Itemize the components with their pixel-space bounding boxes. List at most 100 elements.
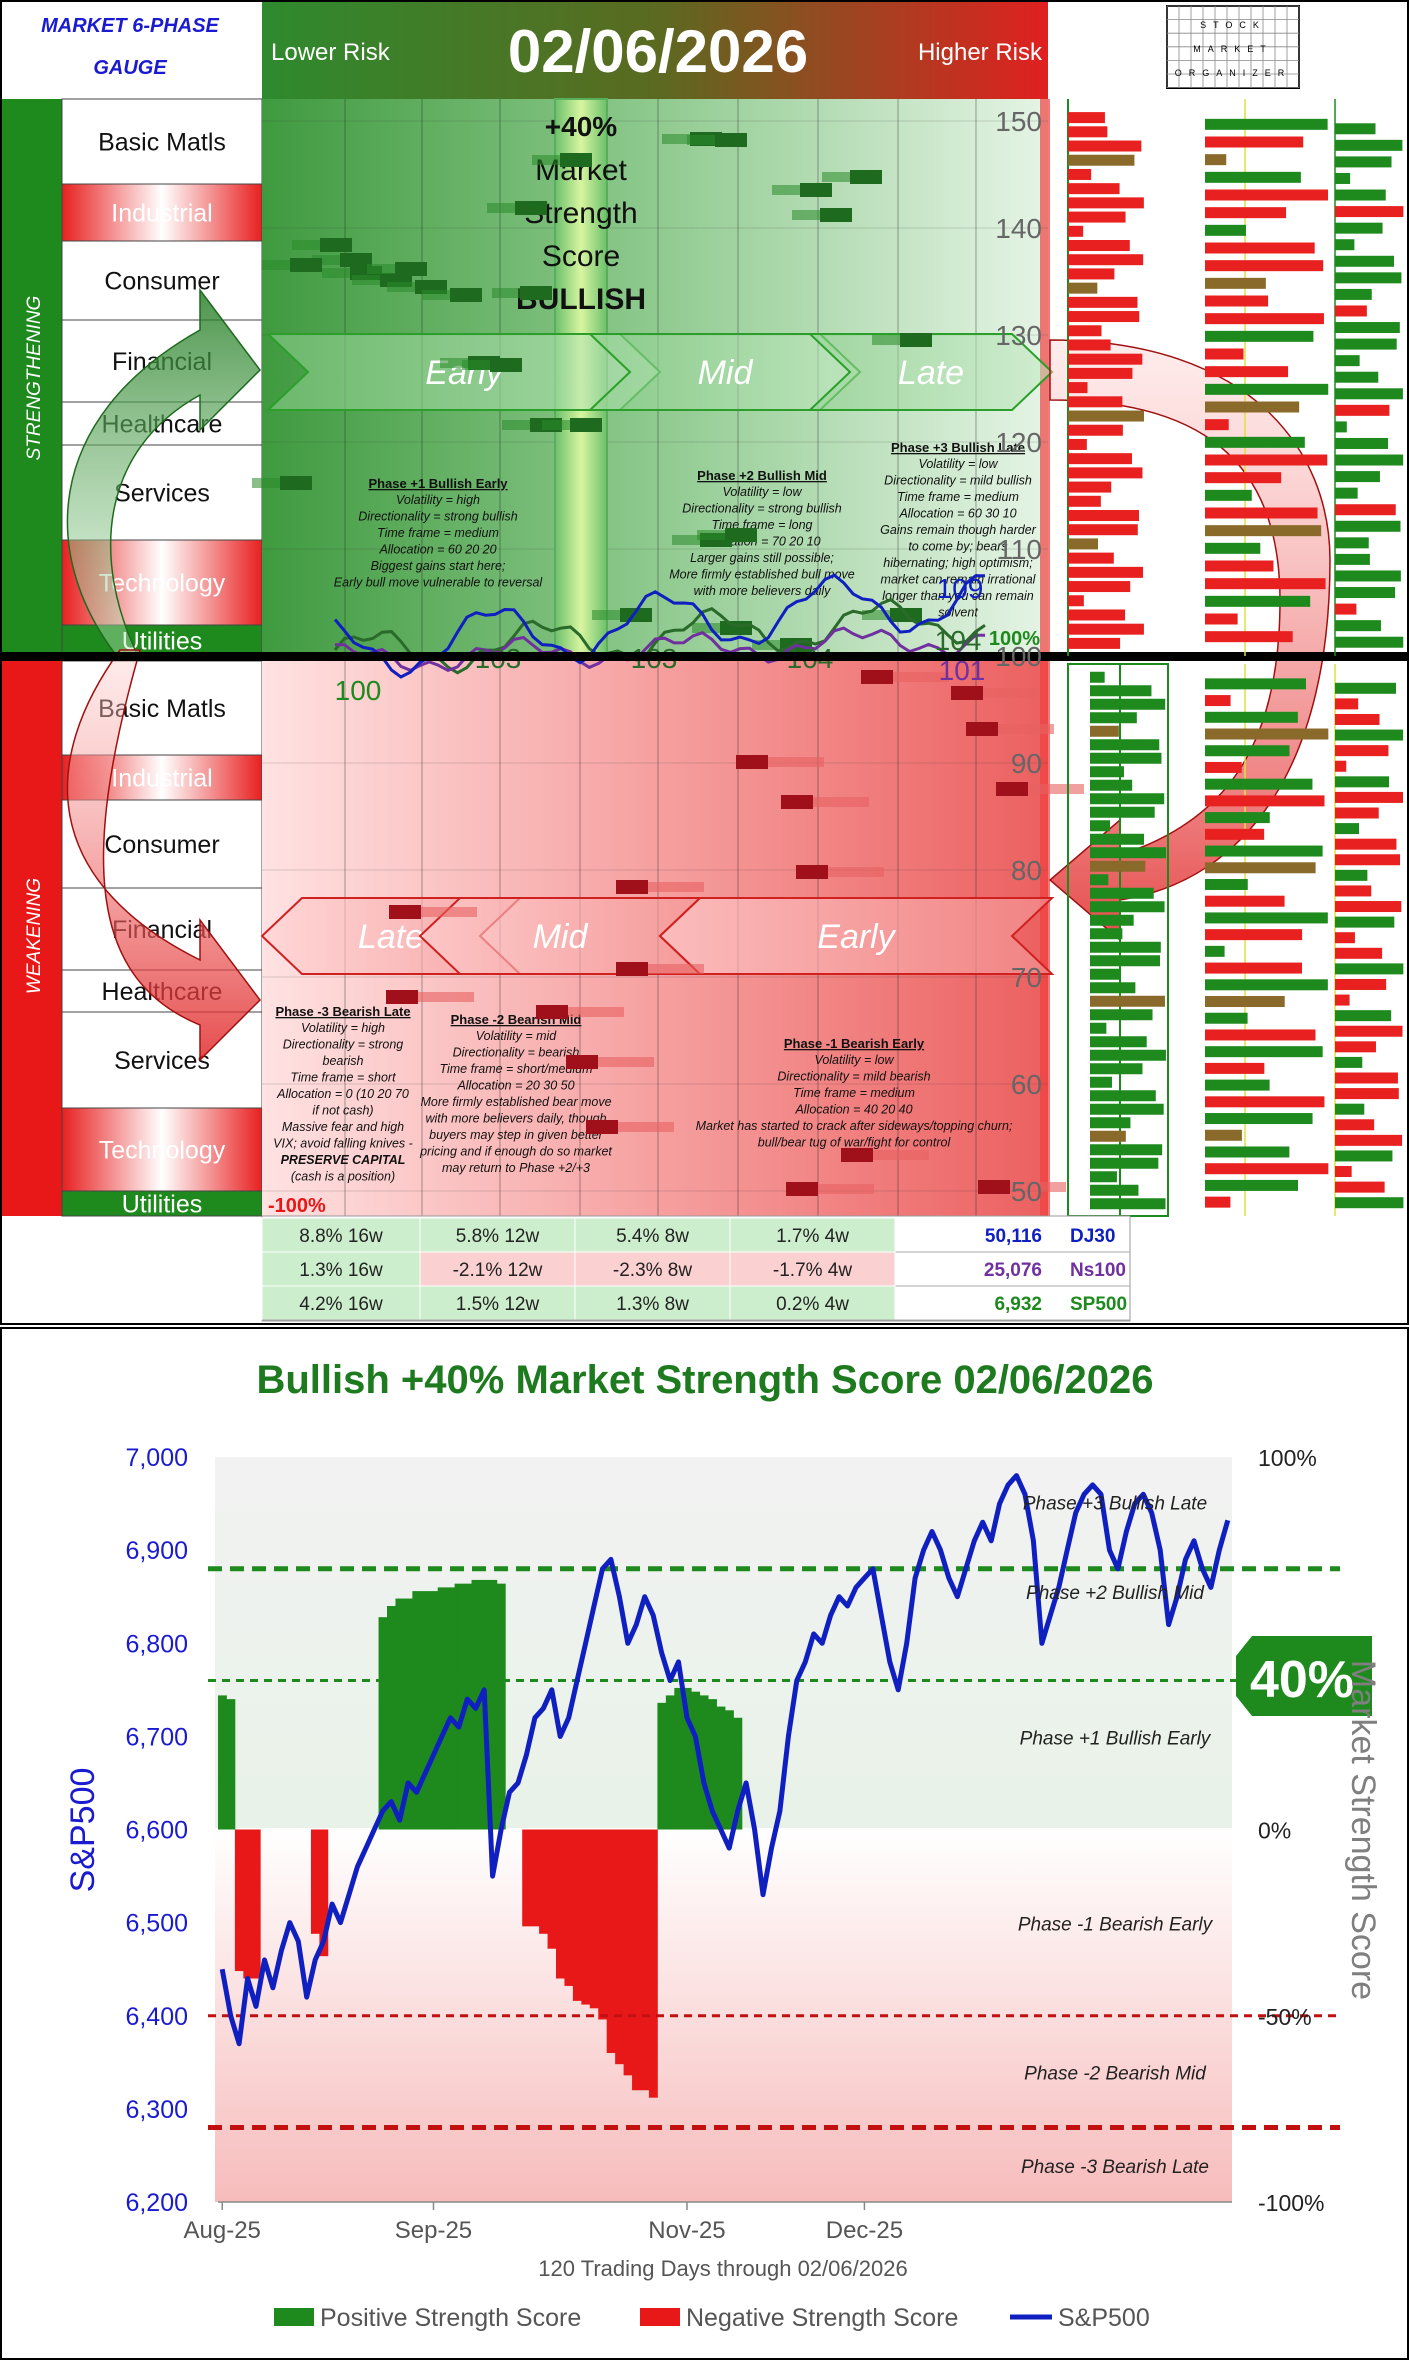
phase-zone-label: Phase -3 Bearish Late	[1021, 2157, 1209, 2178]
right-panel-bar	[1335, 978, 1387, 990]
phase-note-line: Time frame = medium	[897, 490, 1019, 504]
phase-note-title: Phase +1 Bullish Early	[368, 476, 508, 491]
sector-bar-marker	[796, 865, 828, 879]
right-panel-bar	[1090, 1144, 1163, 1156]
right-panel-bar	[1068, 524, 1138, 536]
right-panel-bar	[1335, 156, 1392, 168]
sector-bar-trail	[869, 1150, 929, 1160]
right-panel-bar	[1335, 620, 1381, 632]
phase-zone-labels: Phase +3 Bullish Late Phase +2 Bullish Mi…	[1018, 1494, 1214, 2178]
legend-sp500-label: S&P500	[1058, 2304, 1150, 2332]
right-panel-bar	[1335, 994, 1350, 1006]
positive-score-bar	[657, 1702, 667, 1830]
right-panel-bar	[1090, 955, 1161, 967]
positive-score-bar	[725, 1710, 734, 1830]
bull-phase-arrow-label: Mid	[698, 354, 754, 392]
positive-score-bar	[218, 1695, 227, 1830]
right-panel-bar	[1335, 520, 1401, 532]
right-panel-bar	[1205, 711, 1298, 723]
phase-note-line: Directionality = mild bullish	[884, 474, 1032, 488]
right-panel-bar	[1090, 685, 1152, 697]
sector-bar-marker	[389, 905, 421, 919]
strengthening-side-bar	[2, 99, 62, 656]
positive-score-bar	[395, 1598, 405, 1830]
left-axis-tick: 6,600	[125, 1817, 188, 1845]
left-axis-tick: 6,900	[125, 1537, 188, 1565]
returns-cell: -2.3% 8w	[613, 1260, 692, 1281]
positive-score-bar	[403, 1598, 413, 1830]
strengthening-curve-arrow	[66, 287, 261, 661]
returns-cell: 1.5% 12w	[456, 1294, 540, 1315]
index-value: 25,076	[984, 1260, 1042, 1281]
positive-score-bar	[699, 1695, 709, 1830]
negative-score-bar	[632, 1829, 641, 2091]
sector-position-bars	[252, 132, 1084, 1196]
right-panel-bar	[1090, 766, 1124, 778]
right-panel-bar	[1335, 603, 1357, 615]
right-panel-bar	[1068, 112, 1105, 124]
phase-note-line: Allocation = 20 30 50	[456, 1079, 574, 1093]
sector-bar-trail	[824, 867, 884, 877]
negative-score-bar	[234, 1829, 244, 1972]
sector-bar-marker	[536, 1005, 568, 1019]
right-panel-bar	[1090, 1117, 1131, 1129]
right-panel-bar	[1090, 887, 1154, 899]
negative-score-bar	[319, 1829, 329, 1957]
right-panel-bar	[1068, 367, 1133, 379]
legend-negative-swatch	[640, 2308, 680, 2326]
right-panel-bar	[1068, 481, 1112, 493]
right-panel-bar	[1335, 338, 1397, 350]
right-panel-bar	[1205, 695, 1231, 707]
sector-bar-marker	[978, 1180, 1010, 1194]
weakening-side-bar	[2, 656, 62, 1216]
right-panel-bar	[1068, 268, 1115, 280]
negative-score-bar	[522, 1829, 532, 1927]
sector-bar-trail	[889, 672, 949, 682]
negative-score-bar	[598, 1829, 608, 2020]
nasdaq-gauge-line	[334, 626, 985, 673]
right-panel-bar	[1205, 1113, 1313, 1125]
sector-bar-marker	[850, 170, 882, 184]
right-panel-bar	[1205, 136, 1304, 148]
positive-score-bar	[716, 1706, 726, 1830]
right-panel-bar	[1068, 552, 1114, 564]
right-panel-bar	[1335, 760, 1347, 772]
right-panel-bar	[1068, 353, 1143, 365]
negative-score-bar	[251, 1829, 261, 1979]
sector-bar-marker	[996, 782, 1028, 796]
right-panel-bar	[1068, 282, 1098, 294]
x-axis-title: 120 Trading Days through 02/06/2026	[538, 2256, 907, 2281]
positive-score-bar	[733, 1717, 743, 1830]
right-panel-bar	[1068, 623, 1144, 635]
right-panel-bar	[1090, 820, 1111, 832]
sector-bar-marker	[566, 1055, 598, 1069]
gauge-axis: 150 140 130 120 110 100 90 80 70 60 50	[995, 106, 1042, 1207]
negative-score-bar	[572, 1829, 582, 2001]
phase-note-line: Allocation = 0 (10 20 70	[276, 1087, 409, 1101]
right-panel-bar	[1335, 1041, 1376, 1053]
index-value-label: 104	[935, 625, 982, 656]
legend-positive-label: Positive Strength Score	[320, 2304, 581, 2332]
index-value-label: 109	[937, 573, 984, 604]
legend-positive-swatch	[274, 2308, 314, 2326]
returns-cell: 1.3% 16w	[299, 1260, 383, 1281]
sector-top-name: Basic Matls	[98, 129, 226, 157]
phase-note-line: Volatility = high	[301, 1021, 385, 1035]
right-panel-bar	[1335, 454, 1404, 466]
sector-bottom-cell	[61, 1190, 263, 1217]
right-panel-bar	[1335, 1056, 1363, 1068]
index-value-label: 100	[335, 675, 382, 706]
negative-score-bar	[547, 1829, 557, 1949]
phase-reference-lines	[208, 1566, 1340, 2130]
sector-bar-marker	[560, 153, 592, 167]
right-panel-bar	[1205, 613, 1238, 625]
right-panel-bar	[1205, 154, 1227, 166]
phase-zone-label: Phase +3 Bullish Late	[1023, 1494, 1207, 1515]
right-panel-bar	[1205, 560, 1274, 572]
right-panel-bar	[1068, 410, 1144, 422]
sector-bar-trail	[809, 797, 869, 807]
right-panel-bar	[1068, 183, 1120, 195]
right-panel-bar	[1335, 1197, 1404, 1209]
right-panel-bar	[1335, 222, 1383, 234]
gauge-title-line1: MARKET 6-PHASE	[41, 15, 219, 37]
